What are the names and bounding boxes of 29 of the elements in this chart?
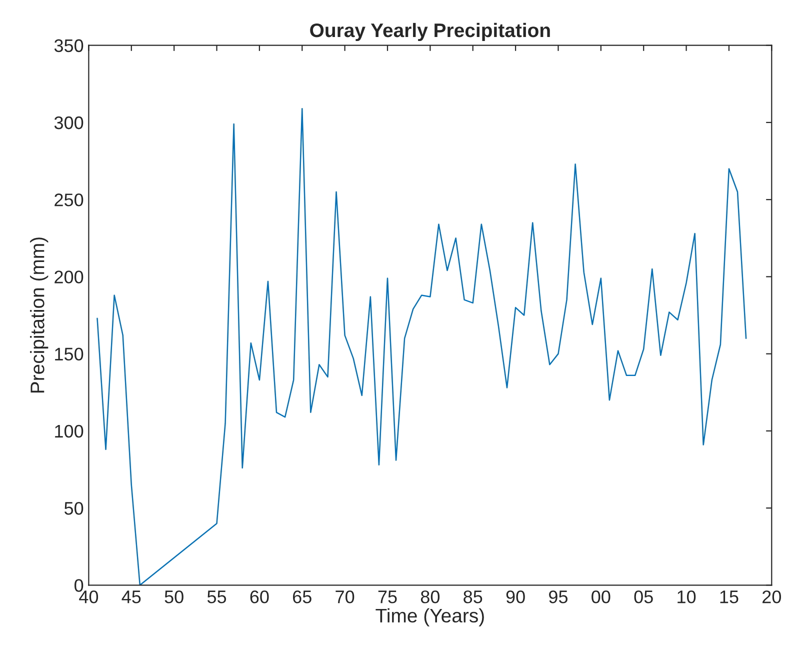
y-tick-label: 100 xyxy=(55,424,84,438)
line-series xyxy=(96,108,747,586)
chart-title: Ouray Yearly Precipitation xyxy=(310,22,550,42)
x-tick-label: 45 xyxy=(122,590,141,604)
x-tick-label: 70 xyxy=(336,590,354,604)
y-tick-label: 200 xyxy=(54,270,84,284)
x-tick-label: 75 xyxy=(378,590,397,604)
x-tick-label: 60 xyxy=(250,590,269,604)
x-axis-title: Time (Years) xyxy=(376,608,484,626)
y-axis-title: Precipitation (mm) xyxy=(30,238,48,393)
y-tick-label: 150 xyxy=(55,348,84,361)
x-tick-label: 65 xyxy=(293,590,312,604)
y-tick-label: 0 xyxy=(74,579,84,592)
x-tick-label: 00 xyxy=(592,590,610,604)
x-tick-label: 05 xyxy=(634,590,653,604)
x-tick-label: 50 xyxy=(164,590,184,604)
x-tick-label: 55 xyxy=(207,590,226,604)
y-tick-label: 250 xyxy=(54,194,84,206)
x-tick-label: 20 xyxy=(762,590,781,604)
y-tick-label: 300 xyxy=(54,116,84,130)
x-tick-label: 95 xyxy=(549,590,568,604)
x-tick-label: 80 xyxy=(420,590,440,604)
x-tick-label: 90 xyxy=(506,590,525,604)
x-tick-label: 10 xyxy=(678,590,696,604)
x-tick-label: 85 xyxy=(464,590,482,604)
x-tick-label: 40 xyxy=(79,590,98,604)
y-tick-label: 50 xyxy=(64,502,84,515)
x-tick-label: 15 xyxy=(720,590,738,604)
y-tick-label: 350 xyxy=(54,39,84,52)
